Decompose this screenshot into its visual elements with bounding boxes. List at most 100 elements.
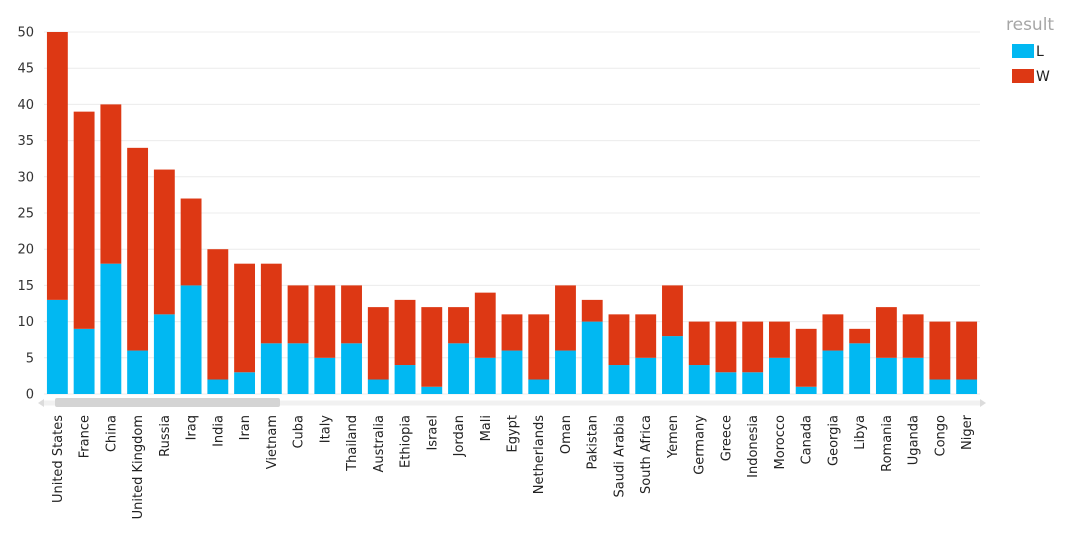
bar-L-saudi-arabia[interactable] (608, 365, 630, 394)
bar-L-germany[interactable] (688, 365, 710, 394)
bar-W-morocco[interactable] (768, 321, 790, 358)
x-tick-label: Romania (880, 415, 895, 472)
bar-W-oman[interactable] (555, 285, 576, 351)
x-tick-label: Morocco (773, 415, 788, 469)
bar-W-romania[interactable] (875, 307, 897, 358)
bar-W-niger[interactable] (956, 321, 978, 380)
bar-L-france[interactable] (73, 328, 95, 394)
bar-L-south-africa[interactable] (635, 357, 657, 394)
bar-W-yemen[interactable] (662, 285, 683, 337)
bar-L-georgia[interactable] (822, 350, 844, 394)
x-tick-label: France (78, 415, 93, 458)
bar-L-jordan[interactable] (448, 343, 469, 394)
bar-W-saudi-arabia[interactable] (608, 314, 630, 366)
x-tick-label: Cuba (292, 415, 307, 449)
bar-L-russia[interactable] (153, 314, 175, 394)
x-tick-label: Israel (425, 415, 440, 451)
bar-L-vietnam[interactable] (260, 343, 282, 394)
bar-L-indonesia[interactable] (742, 372, 764, 394)
y-tick-label: 15 (17, 279, 34, 294)
bar-L-canada[interactable] (795, 386, 817, 394)
bar-W-china[interactable] (100, 104, 122, 264)
bar-L-cuba[interactable] (287, 343, 309, 394)
bar-L-iraq[interactable] (180, 285, 202, 394)
x-tick-label: Pakistan (586, 415, 601, 469)
bar-W-cuba[interactable] (287, 285, 309, 344)
bar-L-united-states[interactable] (46, 299, 68, 394)
bar-L-united-kingdom[interactable] (127, 350, 149, 394)
bar-L-uganda[interactable] (902, 357, 924, 394)
x-tick-label: Egypt (506, 415, 521, 453)
y-tick-label: 0 (26, 388, 34, 403)
x-axis: United States France China United Kingdom Ru… (51, 414, 975, 519)
bar-W-egypt[interactable] (501, 314, 523, 351)
x-tick-label: Australia (372, 415, 387, 473)
bar-L-mali[interactable] (474, 357, 496, 394)
bar-L-india[interactable] (207, 379, 229, 394)
bar-W-india[interactable] (207, 249, 229, 380)
bar-L-china[interactable] (100, 263, 122, 394)
bar-L-australia[interactable] (367, 379, 389, 394)
bar-W-mali[interactable] (474, 292, 496, 358)
bar-W-australia[interactable] (367, 307, 389, 380)
bar-L-ethiopia[interactable] (394, 365, 416, 394)
bar-L-iran[interactable] (234, 372, 256, 394)
scroll-right-arrow-icon[interactable] (980, 399, 986, 407)
bar-W-canada[interactable] (795, 328, 817, 387)
x-tick-label: Iran (238, 415, 253, 440)
bar-W-indonesia[interactable] (742, 321, 764, 373)
bar-W-netherlands[interactable] (528, 314, 550, 380)
legend-label-L: L (1036, 44, 1044, 60)
bar-W-iran[interactable] (234, 263, 256, 373)
bar-W-united-states[interactable] (46, 32, 68, 300)
bar-W-russia[interactable] (153, 169, 175, 315)
x-tick-label: Thailand (345, 415, 360, 472)
bar-W-georgia[interactable] (822, 314, 844, 351)
bar-W-jordan[interactable] (448, 307, 469, 344)
bar-L-israel[interactable] (421, 386, 443, 394)
x-tick-label: Mali (479, 415, 494, 441)
x-tick-label: Congo (933, 415, 948, 457)
bar-L-niger[interactable] (956, 379, 978, 394)
bar-L-greece[interactable] (715, 372, 737, 394)
legend-swatch-W (1012, 69, 1034, 83)
bar-L-yemen[interactable] (662, 336, 683, 394)
x-tick-label: Italy (318, 415, 333, 444)
bar-W-united-kingdom[interactable] (127, 147, 149, 351)
y-tick-label: 25 (17, 207, 34, 222)
y-tick-label: 5 (26, 351, 34, 366)
bar-L-oman[interactable] (555, 350, 576, 394)
bar-L-thailand[interactable] (341, 343, 362, 394)
bar-L-italy[interactable] (314, 357, 336, 394)
bar-W-israel[interactable] (421, 307, 443, 387)
x-tick-label: South Africa (639, 415, 654, 494)
bar-L-romania[interactable] (875, 357, 897, 394)
y-tick-label: 10 (17, 315, 34, 330)
bar-W-pakistan[interactable] (581, 299, 603, 322)
bar-L-netherlands[interactable] (528, 379, 550, 394)
bar-W-vietnam[interactable] (260, 263, 282, 344)
bar-L-pakistan[interactable] (581, 321, 603, 394)
x-tick-label: Ethiopia (399, 415, 414, 468)
bar-L-congo[interactable] (929, 379, 951, 394)
bar-W-congo[interactable] (929, 321, 951, 380)
bar-W-thailand[interactable] (341, 285, 362, 344)
bar-W-iraq[interactable] (180, 198, 202, 286)
x-tick-label: Russia (158, 415, 173, 457)
bar-W-south-africa[interactable] (635, 314, 657, 358)
scroll-left-arrow-icon[interactable] (38, 399, 44, 407)
scrollbar-thumb[interactable] (55, 398, 280, 407)
horizontal-scrollbar[interactable] (38, 398, 986, 407)
bar-W-libya[interactable] (849, 328, 871, 344)
bar-W-italy[interactable] (314, 285, 336, 358)
bar-W-uganda[interactable] (902, 314, 924, 358)
bar-W-ethiopia[interactable] (394, 299, 416, 366)
bar-L-egypt[interactable] (501, 350, 523, 394)
bar-L-libya[interactable] (849, 343, 871, 394)
bar-L-morocco[interactable] (768, 357, 790, 394)
bar-W-greece[interactable] (715, 321, 737, 373)
bar-W-france[interactable] (73, 111, 95, 329)
legend-swatch-L (1012, 44, 1034, 58)
bar-W-germany[interactable] (688, 321, 710, 366)
x-tick-label: Libya (853, 415, 868, 450)
